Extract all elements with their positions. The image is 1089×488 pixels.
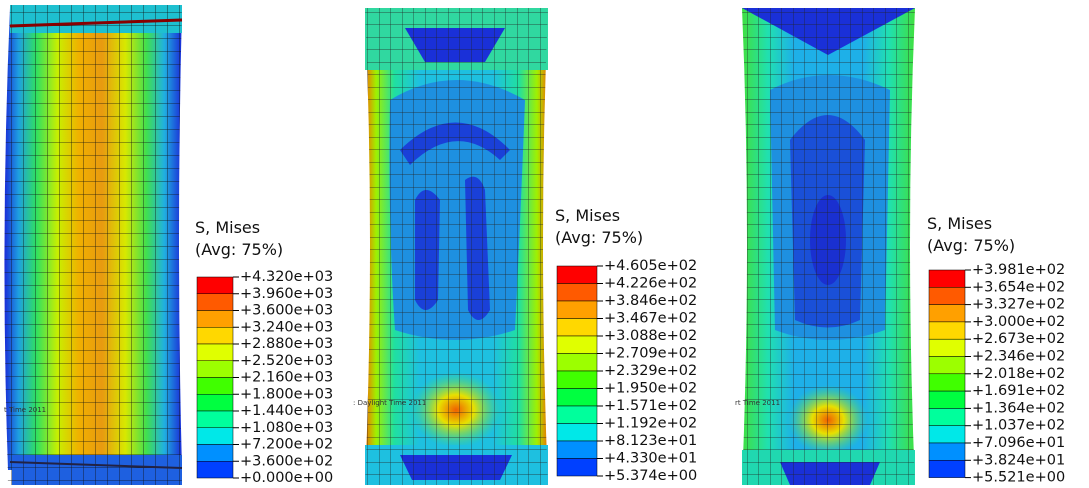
legend-level: +7.200e+02: [240, 437, 333, 453]
legend-level: +4.320e+03: [240, 269, 333, 285]
legend-level: +3.327e+02: [972, 297, 1065, 313]
legend-level: +5.374e+00: [604, 468, 697, 484]
legend-level: +2.329e+02: [604, 363, 697, 379]
legend-swatch: [928, 338, 966, 357]
legend-swatch: [556, 265, 598, 284]
legend-level: +3.600e+02: [240, 453, 333, 469]
legend-swatch: [928, 460, 966, 478]
legend-swatch: [556, 335, 598, 354]
legend-level: +4.226e+02: [604, 276, 697, 292]
legend-level: +3.960e+03: [240, 286, 333, 302]
legend-subtitle: (Avg: 75%): [555, 228, 643, 247]
legend-level: +2.160e+03: [240, 370, 333, 386]
legend-swatch: [196, 310, 234, 328]
legend-level: +8.123e+01: [604, 433, 697, 449]
legend-level: +7.096e+01: [972, 435, 1065, 451]
timestamp: t Time 2011: [4, 406, 46, 414]
legend-level: +4.605e+02: [604, 258, 697, 274]
legend-swatch: [556, 405, 598, 424]
legend-level: +1.037e+02: [972, 418, 1065, 434]
legend-level: +3.846e+02: [604, 293, 697, 309]
legend-level: +5.521e+00: [972, 470, 1065, 486]
legend-level: +3.467e+02: [604, 311, 697, 327]
legend-title: S, Mises: [555, 206, 620, 225]
legend-swatch: [928, 321, 966, 340]
model-3: [742, 8, 915, 485]
legend-swatch: [196, 394, 234, 412]
legend-level: +1.691e+02: [972, 383, 1065, 399]
legend-swatch: [928, 442, 966, 461]
legend-swatch: [556, 370, 598, 389]
legend-swatch: [556, 388, 598, 407]
legend-swatch: [556, 458, 598, 477]
legend-level: +1.950e+02: [604, 381, 697, 397]
legend-swatch: [196, 276, 234, 294]
legend-level: +1.080e+03: [240, 420, 333, 436]
legend-title: S, Mises: [927, 214, 992, 233]
model-1: [4, 5, 183, 485]
legend-swatch: [196, 377, 234, 395]
legend-subtitle: (Avg: 75%): [927, 236, 1015, 255]
legend-swatch: [556, 440, 598, 459]
legend-swatch: [928, 269, 966, 288]
legend-swatch: [196, 410, 234, 428]
legend-swatch: [928, 390, 966, 409]
timestamp: : Daylight Time 2011: [353, 399, 426, 407]
legend-swatch: [928, 373, 966, 392]
legend-level: +1.192e+02: [604, 416, 697, 432]
legend-swatch: [196, 343, 234, 361]
legend-level: +2.880e+03: [240, 336, 333, 352]
legend-swatch: [928, 408, 966, 426]
legend-subtitle: (Avg: 75%): [195, 240, 283, 259]
legend-swatch: [556, 318, 598, 337]
legend-level: +3.654e+02: [972, 279, 1065, 295]
legend-level: +2.346e+02: [972, 349, 1065, 365]
legend-level: +3.240e+03: [240, 319, 333, 335]
legend-level: +1.364e+02: [972, 400, 1065, 416]
legend-level: +3.088e+02: [604, 328, 697, 344]
legend-swatch: [928, 356, 966, 375]
legend-swatch: [556, 283, 598, 302]
model-2: [365, 8, 548, 485]
legend-level: +1.440e+03: [240, 403, 333, 419]
legend-level: +3.600e+03: [240, 303, 333, 319]
legend-swatch: [196, 461, 234, 479]
legend-swatch: [928, 304, 966, 323]
legend-level: +2.018e+02: [972, 366, 1065, 382]
legend-swatch: [556, 423, 598, 442]
legend-level: +3.000e+02: [972, 314, 1065, 330]
legend-level: +2.709e+02: [604, 346, 697, 362]
timestamp: rt Time 2011: [735, 399, 780, 407]
legend-level: +1.571e+02: [604, 398, 697, 414]
legend-level: +0.000e+00: [240, 470, 333, 486]
legend-title: S, Mises: [195, 218, 260, 237]
legend-swatch: [928, 425, 966, 444]
legend-swatch: [196, 360, 234, 378]
legend-swatch: [928, 287, 966, 305]
legend-swatch: [556, 300, 598, 319]
legend-level: +2.673e+02: [972, 331, 1065, 347]
legend-swatch: [556, 353, 598, 372]
legend-level: +4.330e+01: [604, 451, 697, 467]
legend-swatch: [196, 444, 234, 462]
legend-level: +3.824e+01: [972, 452, 1065, 468]
legend-level: +3.981e+02: [972, 262, 1065, 278]
legend-level: +1.800e+03: [240, 386, 333, 402]
legend-swatch: [196, 293, 234, 311]
legend-swatch: [196, 427, 234, 445]
legend-swatch: [196, 327, 234, 345]
legend-level: +2.520e+03: [240, 353, 333, 369]
